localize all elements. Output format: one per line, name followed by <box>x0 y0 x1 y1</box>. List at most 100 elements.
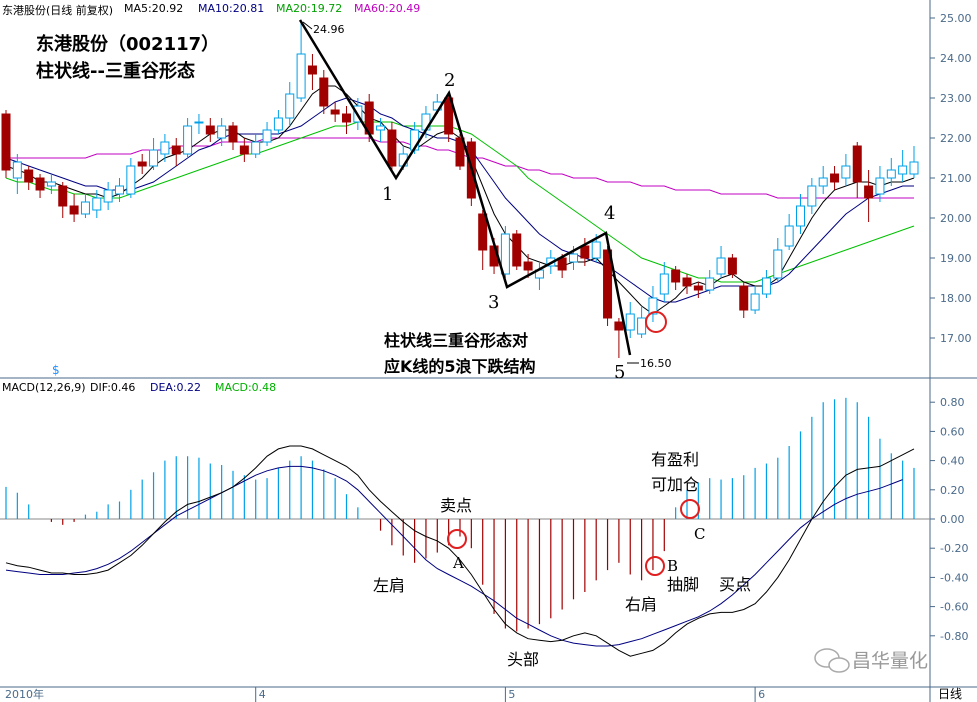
price-tick-label: 18.00 <box>940 292 972 305</box>
price-tick-label: 20.00 <box>940 212 972 225</box>
wave-label-4: 4 <box>604 203 615 224</box>
candle <box>92 190 102 218</box>
candle <box>898 150 908 182</box>
candle-body <box>376 125 386 131</box>
candle <box>149 138 159 170</box>
candle-body <box>239 145 249 155</box>
macd-tick-label: 0.60 <box>940 425 965 438</box>
candle <box>80 194 90 218</box>
head-label: 头部 <box>507 650 539 669</box>
candle <box>500 226 510 278</box>
candle-body <box>807 185 817 207</box>
title-line-1: 东港股份（002117） <box>36 33 219 55</box>
candle <box>239 138 249 162</box>
candle <box>739 282 749 318</box>
wave-label-3: 3 <box>488 292 499 313</box>
candle <box>115 178 124 202</box>
macd-tick-label: -0.40 <box>940 571 968 584</box>
candle-body <box>183 125 193 155</box>
candle-body <box>796 205 805 227</box>
macd-tick-label: 0.20 <box>940 484 965 497</box>
candle <box>1 110 11 178</box>
candle-body <box>693 285 703 291</box>
candle-body <box>262 129 272 143</box>
candle-body <box>342 113 351 123</box>
candle <box>909 146 919 178</box>
candle-body <box>478 213 488 251</box>
candle <box>12 154 22 194</box>
dif-line <box>5 445 915 657</box>
buy-point-label: 买点 <box>719 575 751 594</box>
candle <box>478 210 488 270</box>
candle <box>603 246 613 326</box>
candle <box>217 118 227 146</box>
macd-tick-label: -0.60 <box>940 601 968 614</box>
candle-body <box>648 297 658 315</box>
candle-body <box>637 317 647 335</box>
candle-body <box>92 197 102 211</box>
candle-body <box>137 161 147 167</box>
candle <box>512 230 522 270</box>
description-line-2: 应K线的5浪下跌结构 <box>384 357 536 376</box>
candle <box>24 166 34 190</box>
wave-label-1: 1 <box>382 184 393 205</box>
price-tick-label: 21.00 <box>940 172 972 185</box>
candle-body <box>841 165 851 179</box>
candle <box>796 194 805 234</box>
candle-body <box>614 321 624 331</box>
point-a-circle <box>447 529 467 549</box>
time-tick-label: 4 <box>259 688 266 701</box>
candle <box>727 254 737 278</box>
candle <box>58 182 68 218</box>
watermark-text: 昌华量化 <box>852 650 928 672</box>
candle <box>194 114 204 134</box>
candle <box>784 214 794 250</box>
candle-body <box>750 293 760 311</box>
candle <box>251 134 261 158</box>
wechat-icon <box>814 648 850 673</box>
macd-tick-label: 0.00 <box>940 513 965 526</box>
period-label: 日线 <box>938 687 962 701</box>
dollar-marker: $ <box>52 363 60 377</box>
candle-body <box>12 161 22 179</box>
header-dea: DEA:0.22 <box>150 381 201 394</box>
candle <box>773 238 783 282</box>
candle <box>160 134 170 162</box>
candle <box>46 174 56 194</box>
candle-body <box>671 269 681 283</box>
candle-body <box>852 145 862 183</box>
candle-body <box>194 121 204 124</box>
candle <box>705 270 715 294</box>
candle-body <box>716 257 726 275</box>
candle-body <box>217 125 227 139</box>
candle-body <box>46 181 56 187</box>
price-axis: 25.00 24.00 23.00 22.00 21.00 20.00 19.00 18.00… <box>930 12 972 345</box>
candle <box>807 178 817 214</box>
wave-zigzag-line <box>298 19 632 356</box>
candle-body <box>273 117 283 131</box>
header-dif: DIF:0.46 <box>90 381 136 394</box>
profit-label-line-1: 有盈利 <box>651 450 699 469</box>
candle-body <box>115 185 124 195</box>
price-tick-label: 19.00 <box>940 252 972 265</box>
candle <box>330 102 340 122</box>
candle-body <box>591 241 601 259</box>
bottom-reversal-label: 抽脚 <box>667 575 699 594</box>
time-tick-label: 2010年 <box>5 687 44 701</box>
candle-body <box>682 277 692 287</box>
candle-body <box>875 177 885 195</box>
candle <box>852 142 862 198</box>
candle-body <box>864 185 874 199</box>
candle-body <box>126 165 136 195</box>
candle <box>659 262 669 302</box>
candle <box>307 54 317 90</box>
candle-body <box>761 277 771 295</box>
candle <box>830 166 840 190</box>
macd-axis: 0.80 0.60 0.40 0.20 0.00 -0.20 -0.40 -0.60 -0.80 <box>930 396 968 643</box>
candle-body <box>80 201 90 215</box>
description-line-1: 柱状线三重谷形态对 <box>384 331 528 350</box>
candle <box>671 266 681 290</box>
right-shoulder-label: 右肩 <box>625 595 657 614</box>
high-label: 24.96 <box>313 23 345 36</box>
